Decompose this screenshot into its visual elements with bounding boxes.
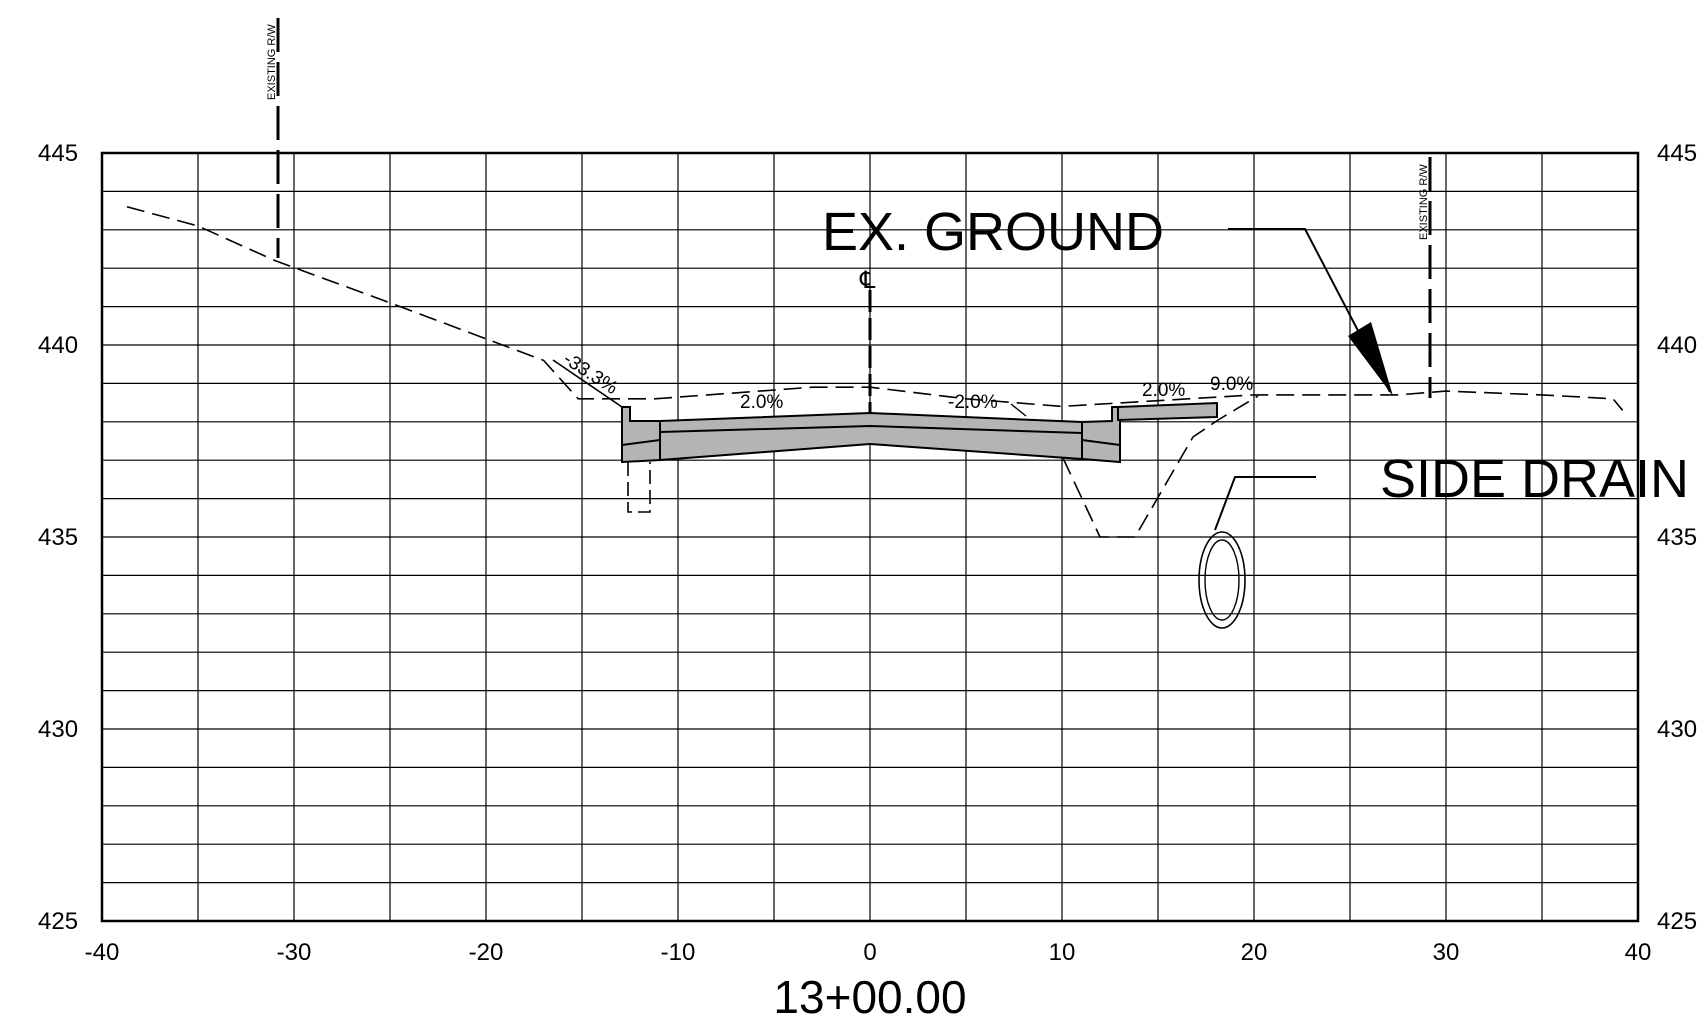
slope-right-shoulder: 2.0% (1142, 380, 1185, 401)
ex-ground-label: EX. GROUND (822, 202, 1164, 262)
y-tick-label-right: 425 (1657, 908, 1697, 935)
y-tick-label-left: 440 (38, 332, 78, 359)
y-tick-label-left: 430 (38, 716, 78, 743)
x-tick-label: 40 (1625, 939, 1652, 966)
x-tick-label: 30 (1433, 939, 1460, 966)
y-tick-label-right: 445 (1657, 140, 1697, 167)
y-tick-label-left: 425 (38, 908, 78, 935)
slope-right-lane: -2.0% (948, 392, 998, 413)
side-drain-leader (1214, 476, 1316, 531)
side-ditch-line (1062, 395, 1259, 538)
x-tick-label: -40 (85, 939, 120, 966)
y-tick-label-right: 430 (1657, 716, 1697, 743)
slope-left-cut: -33.3% (559, 349, 621, 399)
station-label: 13+00.00 (773, 971, 966, 1023)
right-lane-leader (1010, 403, 1027, 417)
ex-ground-arrowhead (1348, 322, 1393, 396)
x-tick-label: -20 (469, 939, 504, 966)
y-tick-label-left: 445 (38, 140, 78, 167)
slope-left-lane: 2.0% (740, 392, 783, 413)
x-tick-label: -10 (661, 939, 696, 966)
centerline-symbol: ℄ (859, 267, 876, 294)
existing-ground-line (126, 206, 1624, 411)
y-tick-labels: 445 445 440 440 435 435 430 430 425 425 (38, 140, 1697, 935)
left-cut-slope-line (552, 359, 623, 408)
plot-frame (100, 151, 1640, 923)
x-tick-label: 10 (1049, 939, 1076, 966)
side-drain-pipe-outer (1198, 531, 1246, 629)
side-drain-label: SIDE DRAIN (1380, 449, 1689, 509)
proposed-pavement (621, 401, 1218, 464)
side-drain-pipe-inner (1204, 539, 1240, 621)
x-tick-label: -30 (277, 939, 312, 966)
x-tick-labels: -40 -30 -20 -10 0 10 20 30 40 (85, 939, 1652, 966)
y-tick-label-right: 440 (1657, 332, 1697, 359)
existing-rw-right-label: EXISTING R/W (1418, 164, 1430, 240)
x-tick-label: 0 (863, 939, 876, 966)
left-curb-dashed-outline (627, 462, 651, 513)
ex-ground-leader (1228, 228, 1391, 393)
existing-rw-left-label: EXISTING R/W (266, 24, 278, 100)
x-tick-label: 20 (1241, 939, 1268, 966)
y-tick-label-left: 435 (38, 524, 78, 551)
slope-right-fill: 9.0% (1210, 374, 1253, 395)
y-tick-label-right: 435 (1657, 524, 1697, 551)
